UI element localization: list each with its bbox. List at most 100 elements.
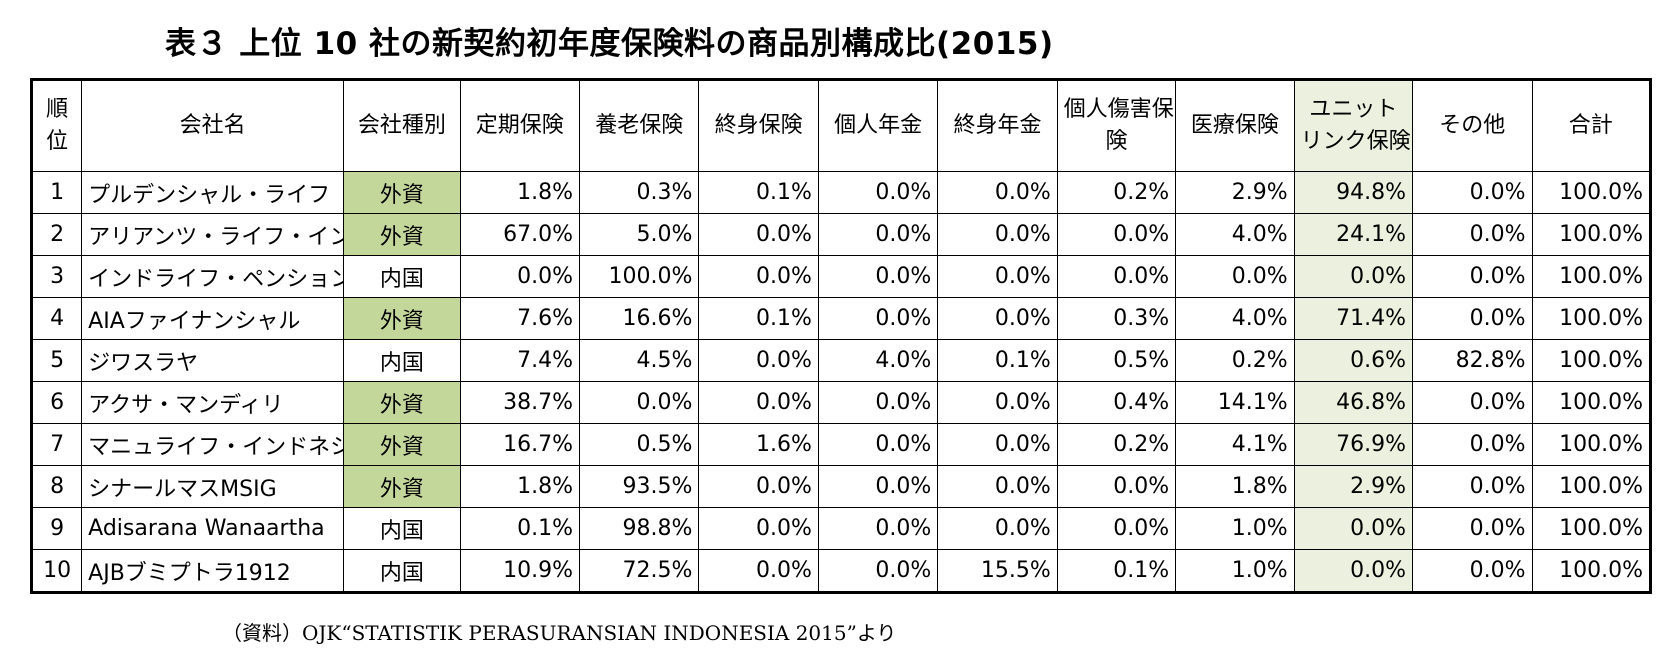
cell-company: Adisarana Wanaartha — [81, 507, 345, 550]
cell-term: 0.0% — [459, 255, 581, 298]
table-row: 4 AIAファイナンシャル 外資 7.6% 16.6% 0.1% 0.0% 0.0% 0.3% 4… — [30, 297, 1651, 340]
cell-whole-life: 0.0% — [698, 549, 819, 593]
cell-endowment: 93.5% — [578, 465, 700, 508]
cell-whole-life: 1.6% — [698, 423, 819, 466]
cell-accident: 0.0% — [1056, 507, 1177, 550]
cell-annuity: 0.0% — [817, 171, 939, 214]
cell-unit-link: 76.9% — [1293, 423, 1414, 466]
cell-endowment: 98.8% — [578, 507, 700, 550]
cell-other: 0.0% — [1412, 549, 1533, 593]
cell-rank: 7 — [30, 423, 83, 466]
header-annuity: 個人年金 — [817, 79, 939, 172]
cell-medical: 14.1% — [1175, 381, 1295, 424]
cell-endowment: 0.3% — [578, 171, 700, 214]
cell-whole-life: 0.0% — [698, 507, 819, 550]
cell-annuity: 0.0% — [817, 423, 939, 466]
header-whole-life: 終身保険 — [698, 79, 819, 172]
cell-annuity: 4.0% — [817, 339, 939, 382]
header-endowment: 養老保険 — [578, 79, 700, 172]
cell-term: 1.8% — [459, 465, 581, 508]
cell-life-annuity: 0.1% — [937, 339, 1058, 382]
header-term: 定期保険 — [459, 79, 581, 172]
cell-type: 内国 — [343, 339, 461, 382]
cell-type: 外資 — [343, 423, 461, 466]
cell-company: ジワスラヤ — [81, 339, 345, 382]
cell-accident: 0.1% — [1056, 549, 1177, 593]
cell-whole-life: 0.1% — [698, 171, 819, 214]
header-other: その他 — [1412, 79, 1533, 172]
cell-type: 内国 — [343, 507, 461, 550]
cell-endowment: 16.6% — [578, 297, 700, 340]
cell-annuity: 0.0% — [817, 381, 939, 424]
cell-rank: 6 — [30, 381, 83, 424]
cell-whole-life: 0.0% — [698, 465, 819, 508]
cell-life-annuity: 0.0% — [937, 255, 1058, 298]
cell-company: マニュライフ・インドネシア — [81, 423, 345, 466]
header-rank: 順位 — [30, 79, 83, 172]
cell-company: アリアンツ・ライフ・インドネシア — [81, 213, 345, 256]
cell-unit-link: 0.0% — [1293, 549, 1414, 593]
cell-unit-link: 24.1% — [1293, 213, 1414, 256]
cell-type: 外資 — [343, 213, 461, 256]
cell-other: 0.0% — [1412, 213, 1533, 256]
header-accident: 個人傷害保険 — [1056, 79, 1177, 172]
cell-whole-life: 0.1% — [698, 297, 819, 340]
cell-total: 100.0% — [1531, 549, 1651, 593]
cell-annuity: 0.0% — [817, 297, 939, 340]
cell-total: 100.0% — [1531, 171, 1651, 214]
cell-other: 82.8% — [1412, 339, 1533, 382]
cell-unit-link: 2.9% — [1293, 465, 1414, 508]
cell-company: AJBブミプトラ1912 — [81, 549, 345, 593]
cell-rank: 5 — [30, 339, 83, 382]
cell-accident: 0.3% — [1056, 297, 1177, 340]
cell-endowment: 4.5% — [578, 339, 700, 382]
cell-term: 7.6% — [459, 297, 581, 340]
cell-life-annuity: 0.0% — [937, 507, 1058, 550]
cell-accident: 0.4% — [1056, 381, 1177, 424]
cell-type: 外資 — [343, 297, 461, 340]
cell-endowment: 5.0% — [578, 213, 700, 256]
cell-endowment: 0.0% — [578, 381, 700, 424]
table-row: 3インドライフ・ペンションタマ内国0.0%100.0%0.0%0.0%0.0%0… — [30, 255, 1651, 298]
cell-type: 内国 — [343, 255, 461, 298]
cell-unit-link: 0.6% — [1293, 339, 1414, 382]
cell-other: 0.0% — [1412, 381, 1533, 424]
cell-type: 外資 — [343, 381, 461, 424]
source-note: （資料）OJK“STATISTIK PERASURANSIAN INDONESI… — [222, 621, 897, 645]
cell-accident: 0.0% — [1056, 213, 1177, 256]
cell-total: 100.0% — [1531, 465, 1651, 508]
header-total: 合計 — [1531, 79, 1651, 172]
cell-type: 外資 — [343, 465, 461, 508]
cell-life-annuity: 0.0% — [937, 465, 1058, 508]
cell-endowment: 72.5% — [578, 549, 700, 593]
cell-medical: 4.0% — [1175, 213, 1295, 256]
cell-whole-life: 0.0% — [698, 339, 819, 382]
cell-other: 0.0% — [1412, 465, 1533, 508]
cell-rank: 8 — [30, 465, 83, 508]
cell-medical: 0.0% — [1175, 255, 1295, 298]
cell-unit-link: 46.8% — [1293, 381, 1414, 424]
cell-company: AIAファイナンシャル — [81, 297, 345, 340]
cell-company: インドライフ・ペンションタマ — [81, 255, 345, 298]
cell-life-annuity: 0.0% — [937, 213, 1058, 256]
cell-company: アクサ・マンディリ — [81, 381, 345, 424]
cell-medical: 1.8% — [1175, 465, 1295, 508]
cell-term: 1.8% — [459, 171, 581, 214]
cell-other: 0.0% — [1412, 423, 1533, 466]
cell-life-annuity: 0.0% — [937, 171, 1058, 214]
cell-other: 0.0% — [1412, 507, 1533, 550]
cell-annuity: 0.0% — [817, 255, 939, 298]
cell-company: プルデンシャル・ライフ — [81, 171, 345, 214]
header-unit-link: ユニット リンク保険 — [1293, 79, 1414, 172]
premium-composition-table: 順位 会社名 会社種別 定期保険 養老保険 終身保険 個人年金 終身年金 個人傷… — [30, 78, 1652, 594]
cell-endowment: 0.5% — [578, 423, 700, 466]
cell-life-annuity: 0.0% — [937, 297, 1058, 340]
cell-whole-life: 0.0% — [698, 213, 819, 256]
table-row: 1 プルデンシャル・ライフ 外資 1.8% 0.3% 0.1% 0.0% 0.0% 0.2% 2.… — [30, 171, 1651, 214]
table-row: 5 ジワスラヤ 内国 7.4% 4.5% 0.0% 4.0% 0.1% 0.5% 0.2% 0.6%… — [30, 339, 1651, 382]
cell-term: 16.7% — [459, 423, 581, 466]
cell-total: 100.0% — [1531, 339, 1651, 382]
cell-total: 100.0% — [1531, 507, 1651, 550]
cell-unit-link: 0.0% — [1293, 507, 1414, 550]
cell-total: 100.0% — [1531, 255, 1651, 298]
